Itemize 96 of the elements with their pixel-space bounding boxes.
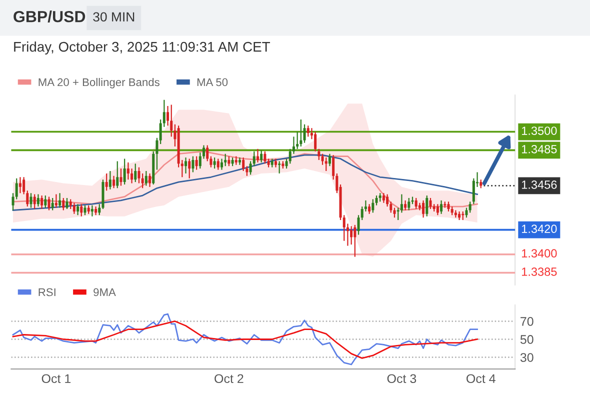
candlestick: [192, 156, 194, 173]
legend-label: RSI: [38, 288, 56, 296]
candlestick: [216, 158, 220, 170]
candlestick: [105, 172, 108, 192]
candlestick: [242, 156, 245, 172]
candlestick: [256, 148, 259, 163]
candlestick: [368, 204, 371, 214]
candlestick: [324, 156, 328, 172]
candlestick: [62, 197, 65, 211]
candlestick: [44, 194, 47, 208]
x-tick-label: Oct 2: [214, 374, 244, 384]
x-tick-label: Oct 3: [387, 374, 416, 384]
x-tick-label: Oct 1: [42, 374, 71, 384]
candlestick: [220, 158, 224, 170]
candlestick: [108, 170, 112, 190]
candlestick: [422, 200, 425, 218]
candlestick: [414, 197, 418, 210]
candlestick: [69, 198, 72, 210]
candlestick: [80, 204, 83, 217]
ref-line-label: 1.3420: [522, 224, 557, 234]
candlestick: [48, 196, 50, 211]
candlestick: [382, 192, 385, 204]
candlestick: [58, 192, 62, 208]
candlestick: [260, 150, 263, 163]
candlestick: [440, 200, 443, 214]
candlestick: [170, 104, 173, 138]
candlestick: [138, 166, 140, 184]
y-tick-label: 30: [520, 353, 534, 362]
legend-label: 9MA: [94, 288, 116, 296]
candlestick: [404, 200, 407, 211]
candlestick: [144, 170, 148, 186]
candlestick: [206, 144, 209, 162]
candlestick: [386, 194, 389, 208]
candlestick: [30, 192, 32, 208]
chart-title: GBP/USD: [14, 10, 86, 22]
candlestick: [228, 156, 230, 167]
ref-line-label: 1.3385: [522, 268, 557, 276]
candlestick: [350, 226, 353, 246]
candlestick: [318, 148, 320, 161]
candlestick: [354, 224, 356, 258]
candlestick: [447, 201, 450, 212]
candlestick: [306, 125, 310, 138]
candlestick: [76, 204, 80, 216]
candlestick: [429, 197, 432, 210]
candlestick: [51, 197, 54, 211]
candlestick: [468, 201, 472, 214]
legend-label: MA 50: [197, 78, 228, 86]
ref-line-label: 1.3500: [522, 126, 557, 135]
candlestick: [328, 153, 331, 167]
legend-label: MA 20 + Bollinger Bands: [38, 78, 160, 88]
candlestick: [112, 175, 116, 189]
ref-line-label: 1.3485: [522, 144, 557, 154]
candlestick: [408, 197, 410, 211]
candlestick: [36, 194, 40, 208]
candlestick: [166, 105, 170, 126]
candlestick: [278, 160, 281, 174]
candlestick: [54, 194, 58, 208]
text: Friday, October 3, 2025 11:09:31 AM CET: [14, 42, 270, 54]
candlestick: [436, 204, 439, 216]
line-series: [12, 313, 478, 366]
candlestick: [184, 156, 188, 174]
candlestick: [130, 168, 134, 184]
candlestick: [40, 194, 44, 210]
candlestick: [303, 124, 306, 144]
candlestick: [134, 163, 137, 183]
candlestick: [238, 156, 242, 166]
ref-line-label: 1.3400: [522, 249, 557, 258]
candlestick: [84, 204, 86, 216]
candlestick: [116, 160, 119, 189]
candlestick: [400, 194, 403, 214]
candlestick: [224, 153, 227, 167]
candlestick: [33, 194, 36, 210]
x-tick-label: Oct 4: [466, 374, 496, 384]
candlestick: [314, 131, 317, 152]
candlestick: [120, 168, 122, 186]
candlestick: [264, 150, 266, 164]
y-tick-label: 50: [520, 335, 534, 344]
candlestick: [188, 158, 191, 179]
candlestick: [66, 197, 68, 210]
ref-line-label: 1.3456: [522, 180, 557, 189]
candlestick: [72, 202, 76, 214]
candlestick: [126, 162, 130, 180]
candlestick: [300, 118, 302, 148]
candlestick: [90, 204, 94, 217]
candlestick: [213, 156, 216, 170]
candlestick: [372, 198, 374, 214]
candlestick: [148, 172, 152, 188]
candlestick: [465, 207, 468, 218]
y-tick-label: 70: [520, 317, 534, 326]
candlestick: [195, 156, 198, 170]
candlestick: [426, 194, 428, 217]
line-series: [12, 320, 478, 359]
chart-subtitle: 30 MIN: [93, 12, 134, 22]
candlestick: [18, 176, 22, 194]
candlestick: [141, 172, 144, 189]
candlestick: [123, 158, 126, 186]
